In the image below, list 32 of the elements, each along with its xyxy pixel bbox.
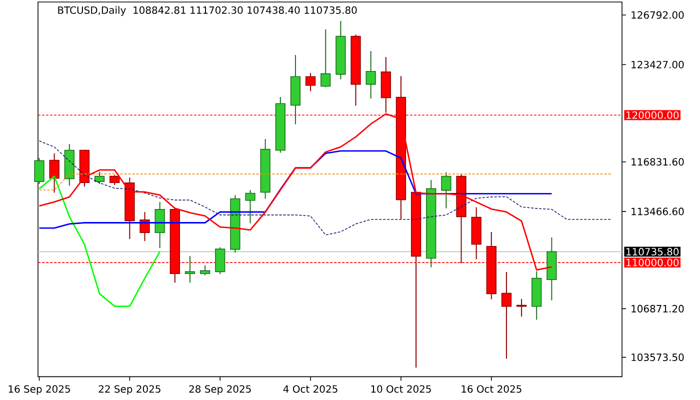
candlestick xyxy=(110,174,120,186)
y-tick-label: 113466.60 xyxy=(632,208,684,216)
candlestick xyxy=(245,190,256,224)
x-tick-label: 28 Sep 2025 xyxy=(189,385,251,395)
candlestick xyxy=(441,172,452,209)
y-tick-label: 126792.00 xyxy=(632,11,684,19)
candlestick xyxy=(320,28,331,88)
x-tick-label: 16 Sep 2025 xyxy=(8,385,70,395)
candlestick xyxy=(184,255,196,284)
y-tick-label: 116831.60 xyxy=(632,158,684,166)
candlestick xyxy=(305,72,316,92)
y-tick-label: 103573.50 xyxy=(632,354,684,362)
ref-line-label: 120000.00 xyxy=(626,111,679,119)
candlestick xyxy=(94,171,105,184)
candlestick xyxy=(140,211,150,242)
candlestick xyxy=(215,246,226,275)
candlestick xyxy=(154,201,165,248)
chart-subtitle: 108842.81 111702.30 107438.40 110735.80 xyxy=(134,6,357,14)
chart-title: BTCUSD,Daily xyxy=(58,6,126,16)
candlestick xyxy=(501,271,512,360)
x-tick-label: 16 Oct 2025 xyxy=(462,385,522,393)
candlestick xyxy=(200,264,210,276)
x-tick-label: 4 Oct 2025 xyxy=(283,385,338,393)
y-tick-label: 106871.20 xyxy=(632,304,684,312)
candlestick xyxy=(34,158,44,184)
x-tick-label: 22 Sep 2025 xyxy=(98,385,160,395)
ref-line-label: 110000.00 xyxy=(626,258,679,266)
candlestick xyxy=(49,152,60,194)
candlestick xyxy=(366,50,376,100)
ref-line-label: 110735.80 xyxy=(626,248,679,256)
y-tick-label: 123427.00 xyxy=(632,60,684,68)
x-tick-label: 10 Oct 2025 xyxy=(371,385,431,393)
